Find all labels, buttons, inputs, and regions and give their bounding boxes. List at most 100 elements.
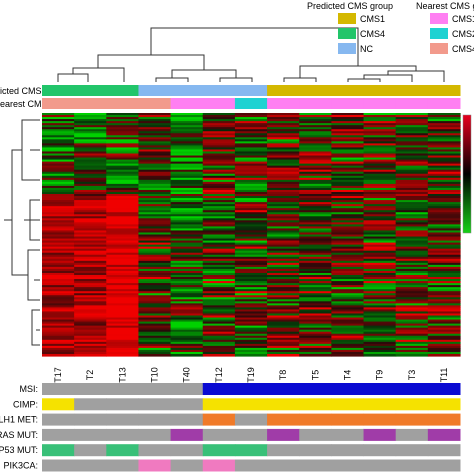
heatmap-cell — [74, 183, 107, 187]
heatmap-cell — [299, 266, 332, 270]
heatmap-cell — [427, 224, 461, 227]
heatmap-cell — [42, 167, 75, 171]
heatmap-cell — [74, 295, 107, 298]
heatmap-cell — [42, 331, 75, 335]
heatmap-cell — [138, 323, 172, 327]
heatmap-cell — [74, 115, 107, 118]
heatmap-cell — [395, 191, 429, 195]
heatmap-cell — [42, 232, 75, 236]
heatmap-cell — [234, 240, 268, 244]
legend-label-nearest: CMS2 — [452, 29, 474, 39]
heatmap-cell — [138, 226, 172, 230]
heatmap-cell — [299, 208, 332, 211]
heatmap-cell — [170, 345, 204, 349]
heatmap-cell — [234, 226, 268, 230]
heatmap-cell — [106, 181, 140, 185]
heatmap-cell — [106, 299, 140, 302]
heatmap-cell — [106, 232, 140, 236]
heatmap-cell — [427, 272, 461, 276]
track-cell — [138, 444, 172, 457]
heatmap-cell — [138, 127, 172, 130]
heatmap-cell — [202, 327, 236, 331]
predicted-cms-bar — [42, 85, 461, 96]
heatmap-cell — [363, 218, 397, 221]
heatmap-cell — [299, 113, 332, 116]
heatmap-cell — [202, 317, 236, 321]
row-dendrogram — [4, 119, 40, 346]
heatmap-cell — [170, 145, 204, 149]
heatmap-cell — [106, 254, 140, 258]
heatmap-cell — [299, 187, 332, 191]
heatmap-cell — [427, 236, 461, 240]
heatmap-cell — [267, 163, 300, 167]
heatmap-cell — [138, 175, 172, 179]
heatmap-cell — [427, 258, 461, 262]
heatmap-cell — [267, 183, 300, 187]
heatmap-cell — [170, 135, 204, 138]
heatmap-cell — [106, 198, 140, 201]
heatmap-cell — [234, 307, 268, 311]
heatmap-cell — [106, 210, 140, 213]
heatmap-cell — [234, 123, 268, 126]
heatmap-cell — [42, 252, 75, 256]
heatmap-cell — [106, 279, 140, 282]
heatmap-cell — [74, 270, 107, 274]
heatmap-cell — [202, 260, 236, 264]
heatmap-cell — [42, 224, 75, 227]
heatmap-cell — [106, 171, 140, 175]
heatmap-cell — [395, 133, 429, 136]
heatmap-cell — [363, 277, 397, 280]
heatmap-cell — [267, 141, 300, 144]
heatmap-cell — [395, 210, 429, 213]
heatmap-cell — [138, 295, 172, 298]
heatmap-cell — [395, 212, 429, 215]
heatmap-cell — [331, 291, 365, 294]
heatmap-cell — [234, 277, 268, 280]
track-cell — [74, 428, 107, 441]
heatmap-cell — [267, 345, 300, 349]
heatmap-cell — [234, 127, 268, 130]
heatmap-cell — [299, 260, 332, 264]
heatmap-cell — [331, 206, 365, 209]
heatmap-cell — [74, 323, 107, 327]
heatmap-cell — [331, 309, 365, 313]
heatmap-cell — [202, 145, 236, 149]
heatmap-cell — [331, 327, 365, 331]
heatmap-cell — [427, 299, 461, 302]
heatmap-cell — [202, 163, 236, 167]
heatmap-cell — [42, 157, 75, 161]
nearest-cell — [74, 98, 107, 109]
sample-label: T2 — [85, 370, 95, 381]
heatmap-cell — [74, 244, 107, 248]
heatmap-cell — [234, 135, 268, 138]
heatmap-cell — [234, 301, 268, 304]
heatmap-cell — [74, 131, 107, 134]
heatmap-cell — [299, 224, 332, 227]
heatmap-cell — [331, 232, 365, 236]
heatmap-cell — [267, 317, 300, 321]
heatmap-cell — [170, 181, 204, 185]
heatmap-cell — [395, 272, 429, 276]
heatmap-cell — [170, 258, 204, 262]
heatmap-cell — [138, 331, 172, 335]
heatmap-cell — [234, 325, 268, 329]
heatmap-cell — [234, 283, 268, 286]
heatmap-cell — [138, 327, 172, 331]
heatmap-cell — [106, 353, 140, 357]
heatmap-cell — [138, 299, 172, 302]
heatmap-cell — [299, 220, 332, 223]
heatmap-cell — [106, 301, 140, 304]
heatmap-cell — [331, 117, 365, 120]
heatmap-cell — [395, 220, 429, 223]
heatmap-cell — [74, 297, 107, 300]
heatmap-cell — [331, 194, 365, 197]
heatmap-cell — [74, 252, 107, 256]
heatmap-cell — [299, 194, 332, 197]
heatmap-cell — [363, 135, 397, 138]
legend-swatch-predicted-cms4 — [338, 28, 356, 39]
heatmap-cell — [427, 240, 461, 244]
sample-label: T3 — [407, 370, 417, 381]
heatmap-cell — [138, 315, 172, 319]
heatmap-cell — [427, 157, 461, 161]
heatmap-cell — [170, 212, 204, 215]
